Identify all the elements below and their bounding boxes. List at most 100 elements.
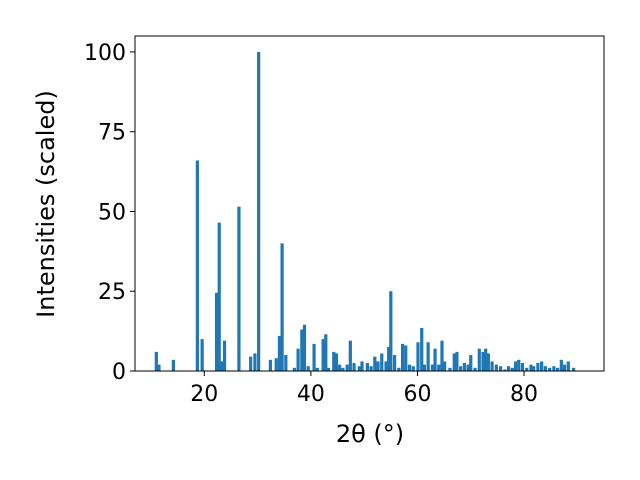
y-tick-label: 25 [98,280,126,305]
y-tick-label: 0 [112,360,126,385]
bar [268,359,272,371]
bar [517,359,521,371]
bar [416,342,420,371]
bar [459,366,463,371]
x-tick-label: 80 [510,382,538,407]
bar [433,348,437,371]
bar [437,364,441,371]
bar [360,361,364,371]
bar [369,366,373,371]
bar [543,366,547,371]
bar [404,345,408,371]
bar [277,335,282,371]
bar [217,222,221,371]
bar [302,324,307,371]
bar [345,364,349,371]
bar [548,367,552,371]
bar [220,361,224,371]
x-tick-label: 20 [190,382,218,407]
bar [274,358,278,371]
bar [462,363,466,371]
bar-series [154,51,576,371]
bar [392,355,397,371]
bar [499,366,503,371]
bar [237,206,241,371]
bar [443,361,447,371]
bar [195,160,199,371]
bar [503,369,507,371]
y-tick-label: 100 [84,41,126,66]
y-tick-label: 75 [98,121,126,146]
bar [430,364,434,371]
bar [341,367,345,371]
x-tick-label: 60 [403,382,431,407]
bar [373,356,377,371]
bar [455,351,459,371]
bar [280,243,284,371]
bar [257,51,261,371]
bar [481,351,485,371]
bar [407,364,412,371]
bar [507,366,511,371]
bar [222,340,227,371]
bar [532,366,536,371]
bar [520,363,525,371]
bar [389,291,393,371]
x-axis-ticks: 20 40 60 80 [190,371,538,407]
bar [352,363,356,371]
bar [296,348,300,371]
x-tick-label: 40 [297,382,325,407]
bar [556,367,560,371]
bar [315,367,319,371]
bar [384,361,388,371]
bar [284,355,288,371]
bar [559,359,563,371]
bar [348,340,352,371]
bar [312,343,316,371]
bar [562,364,567,371]
bar [332,351,336,371]
bar [426,342,430,371]
bar [572,367,576,371]
bar [292,367,296,371]
bar [490,361,494,371]
bar [513,361,518,371]
bar [448,367,452,371]
bar [566,361,570,371]
bar [157,364,161,371]
bar [253,353,257,371]
bar [306,366,310,371]
bar [473,367,477,371]
bar [214,292,219,371]
bar [338,364,342,371]
bar [484,348,488,371]
bar [321,339,325,371]
bar [510,367,514,371]
bar [400,343,405,371]
bar [200,339,204,371]
bar [397,367,401,371]
bar [477,348,481,371]
bar [466,364,470,371]
plot-frame [134,35,605,372]
bar [440,340,444,371]
bar [494,364,498,371]
bar [357,366,361,371]
bar [552,366,556,371]
bar [540,361,544,371]
bar [380,353,384,371]
bar [249,356,253,371]
bar [334,353,339,371]
bar [326,367,331,371]
bar [376,361,380,371]
bar [171,359,175,371]
bar [411,366,415,371]
y-axis-label: Intensities (scaled) [32,90,60,318]
bar [469,355,473,371]
bar [486,353,490,371]
bar [422,364,426,371]
bar [365,363,369,371]
y-axis-ticks: 0 25 50 75 100 [84,41,135,385]
bar [324,334,328,371]
